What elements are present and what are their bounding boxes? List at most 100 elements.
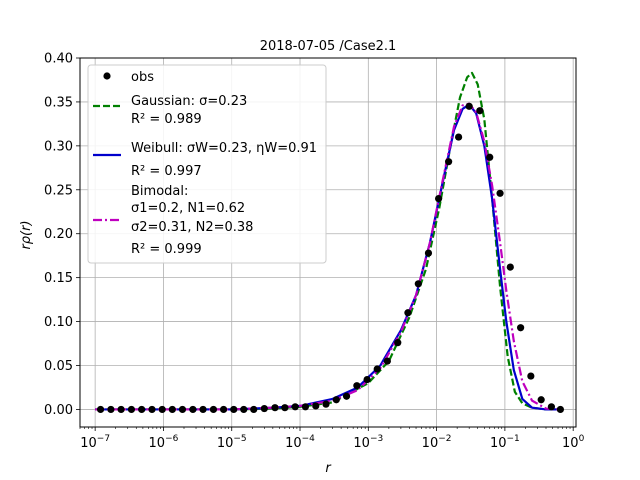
y-tick-label: 0.00 <box>44 403 73 418</box>
x-tick-exponent: −1 <box>507 434 520 444</box>
obs-point <box>96 405 105 414</box>
obs-point <box>291 403 299 411</box>
x-tick-label: 10−4 <box>285 434 315 451</box>
x-tick-base: 10 <box>285 436 302 451</box>
x-tick-exponent: −2 <box>438 434 451 444</box>
obs-point <box>383 357 391 365</box>
obs-point <box>230 405 238 414</box>
observation-points <box>96 102 564 414</box>
y-tick-label: 0.15 <box>44 271 73 286</box>
obs-point <box>465 102 473 110</box>
y-tick-label: 0.05 <box>44 359 73 374</box>
fit-line-bimodal <box>95 102 561 411</box>
legend-obs-marker <box>103 72 111 80</box>
obs-point <box>373 365 381 373</box>
obs-point <box>537 396 545 404</box>
obs-point <box>547 403 556 411</box>
y-tick-label: 0.40 <box>44 52 73 67</box>
x-tick-base: 10 <box>490 436 507 451</box>
obs-point <box>168 405 176 414</box>
obs-point <box>556 405 564 414</box>
obs-point <box>454 133 463 141</box>
obs-point <box>260 404 268 413</box>
obs-point <box>209 405 218 414</box>
x-tick-exponent: −3 <box>370 434 383 444</box>
obs-point <box>394 339 402 347</box>
legend-gaussian-text: R² = 0.989 <box>131 112 202 127</box>
legend-obs-label: obs <box>131 70 154 85</box>
obs-point <box>178 405 187 414</box>
legend-bimodal-text: Bimodal: <box>131 184 188 199</box>
x-tick-base: 10 <box>422 436 439 451</box>
legend-bimodal-text: σ2=0.31, N2=0.38 <box>131 220 253 235</box>
x-tick-label: 10−3 <box>353 434 383 451</box>
obs-point <box>353 382 361 390</box>
obs-point <box>301 403 310 411</box>
x-tick-base: 10 <box>80 436 97 451</box>
x-tick-base: 10 <box>149 436 166 451</box>
obs-point <box>506 263 514 271</box>
obs-point <box>219 405 228 414</box>
x-tick-base: 10 <box>217 436 234 451</box>
x-tick-exponent: −7 <box>97 434 110 444</box>
obs-point <box>332 396 340 404</box>
obs-point <box>199 405 207 414</box>
x-tick-base: 10 <box>562 436 579 451</box>
x-tick-label: 10−7 <box>80 434 110 451</box>
x-tick-label: 10−1 <box>490 434 520 451</box>
obs-point <box>342 392 351 400</box>
obs-point <box>404 309 412 317</box>
obs-point <box>138 405 146 414</box>
obs-point <box>435 194 443 203</box>
obs-point <box>158 405 166 414</box>
x-tick-exponent: 0 <box>579 434 585 444</box>
y-tick-label: 0.25 <box>44 183 73 198</box>
legend-bimodal-text: R² = 0.999 <box>131 242 202 257</box>
y-tick-label: 0.10 <box>44 315 73 330</box>
legend: obs Gaussian: σ=0.23 R² = 0.989 Weibull: σW… <box>87 64 327 264</box>
fit-line-weibull <box>95 103 561 411</box>
x-tick-exponent: −6 <box>165 434 179 444</box>
x-tick-base: 10 <box>353 436 370 451</box>
obs-point <box>271 404 279 412</box>
y-tick-label: 0.35 <box>44 95 73 110</box>
legend-bimodal-text: σ1=0.2, N1=0.62 <box>131 201 245 216</box>
legend-weibull-text: Weibull: σW=0.23, ηW=0.91 <box>131 141 317 156</box>
obs-point <box>424 249 433 257</box>
legend-box <box>87 64 327 264</box>
obs-point <box>240 405 248 414</box>
obs-point <box>107 405 115 414</box>
y-axis-label: rρ(r) <box>19 220 34 249</box>
obs-point <box>363 375 371 384</box>
x-axis-label: r <box>325 461 332 476</box>
x-tick-exponent: −5 <box>233 434 246 444</box>
y-tick-label: 0.20 <box>44 227 73 242</box>
x-tick-label: 10−6 <box>149 434 179 451</box>
x-tick-label: 10−5 <box>217 434 247 451</box>
obs-point <box>189 405 197 414</box>
x-tick-exponent: −4 <box>302 434 316 444</box>
y-axis-ticks: 0.00 0.05 0.10 0.15 0.20 0.25 0.30 0.35 0.40 <box>44 52 80 418</box>
obs-point <box>127 405 136 414</box>
obs-point <box>517 324 525 332</box>
x-tick-label: 100 <box>562 434 585 451</box>
obs-point <box>281 404 289 412</box>
obs-point <box>486 153 494 161</box>
obs-point <box>476 107 484 115</box>
legend-weibull-text: R² = 0.997 <box>131 164 202 179</box>
obs-point <box>312 402 320 410</box>
obs-point <box>414 280 422 288</box>
obs-point <box>527 372 535 380</box>
obs-point <box>250 405 258 414</box>
legend-gaussian-text: Gaussian: σ=0.23 <box>131 94 247 109</box>
obs-point <box>148 405 156 414</box>
x-tick-label: 10−2 <box>422 434 452 451</box>
obs-point <box>117 405 125 414</box>
axes-frame <box>79 57 577 428</box>
x-axis-ticks: 10−7 10−6 10−5 10−4 10−3 10−2 10−1 100 <box>79 427 585 451</box>
obs-point <box>445 158 453 166</box>
y-tick-label: 0.30 <box>44 139 73 154</box>
obs-point <box>496 189 504 197</box>
obs-point <box>322 400 330 408</box>
